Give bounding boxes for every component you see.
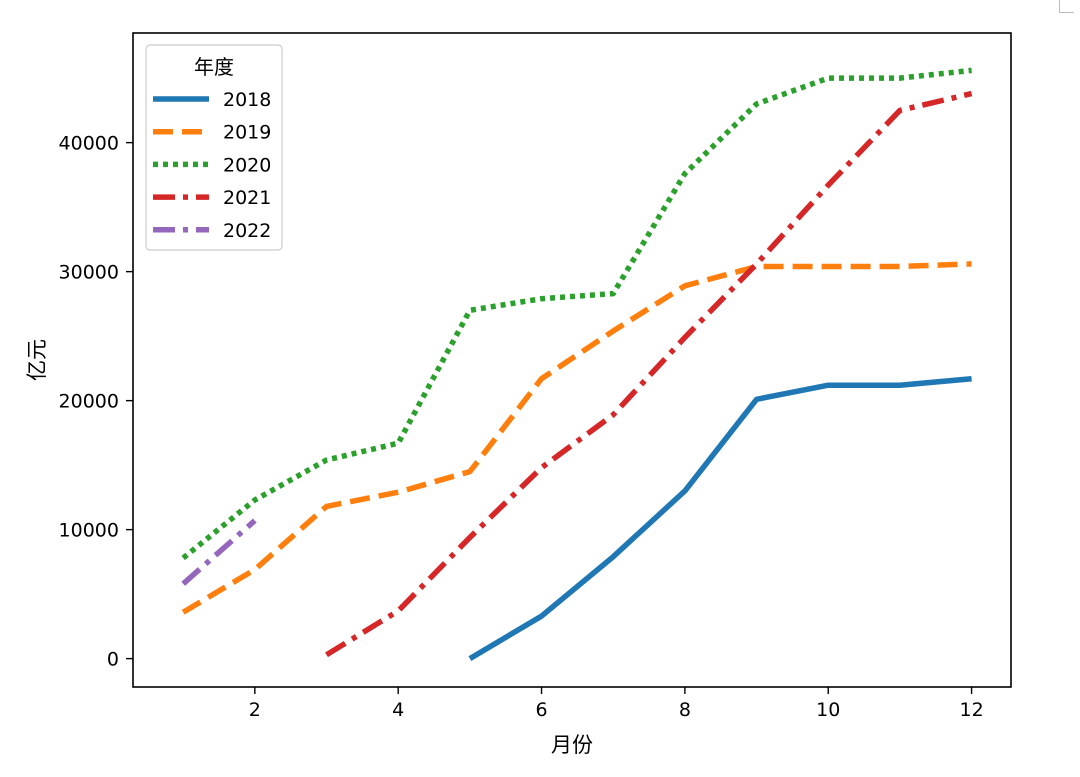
x-axis-ticks: 2 4 6 8 10 12 [249,687,984,721]
series-line-2018 [468,375,972,661]
legend-label-2019: 2019 [223,122,271,144]
y-tick-label: 30000 [59,262,119,284]
series-line-2020 [181,67,972,561]
y-tick-label: 0 [107,649,119,671]
legend-title: 年度 [194,55,234,79]
x-tick-label: 4 [392,699,404,721]
y-axis-ticks: 0 10000 20000 30000 40000 [59,133,133,671]
y-tick-label: 40000 [59,133,119,155]
y-tick-label: 20000 [59,391,119,413]
series-line-2021 [325,90,973,658]
legend: 年度 2018 2019 2020 2021 2022 [145,44,283,251]
x-axis-title: 月份 [551,733,593,757]
legend-label-2020: 2020 [223,154,271,176]
x-tick-label: 12 [959,699,983,721]
y-tick-label: 10000 [59,520,119,542]
legend-items: 2018 2019 2020 2021 2022 [153,89,271,242]
series-line-2022 [181,518,257,586]
legend-label-2018: 2018 [223,89,271,111]
x-tick-label: 6 [535,699,547,721]
legend-label-2021: 2021 [223,187,271,209]
y-axis-title: 亿元 [25,339,49,381]
plot-lines [181,67,973,661]
plot-frame [132,32,1012,688]
x-tick-label: 10 [816,699,840,721]
x-tick-label: 2 [249,699,261,721]
x-tick-label: 8 [679,699,691,721]
legend-label-2022: 2022 [223,220,271,242]
window-corner-mark [1059,0,1074,13]
series-line-2019 [181,261,972,615]
